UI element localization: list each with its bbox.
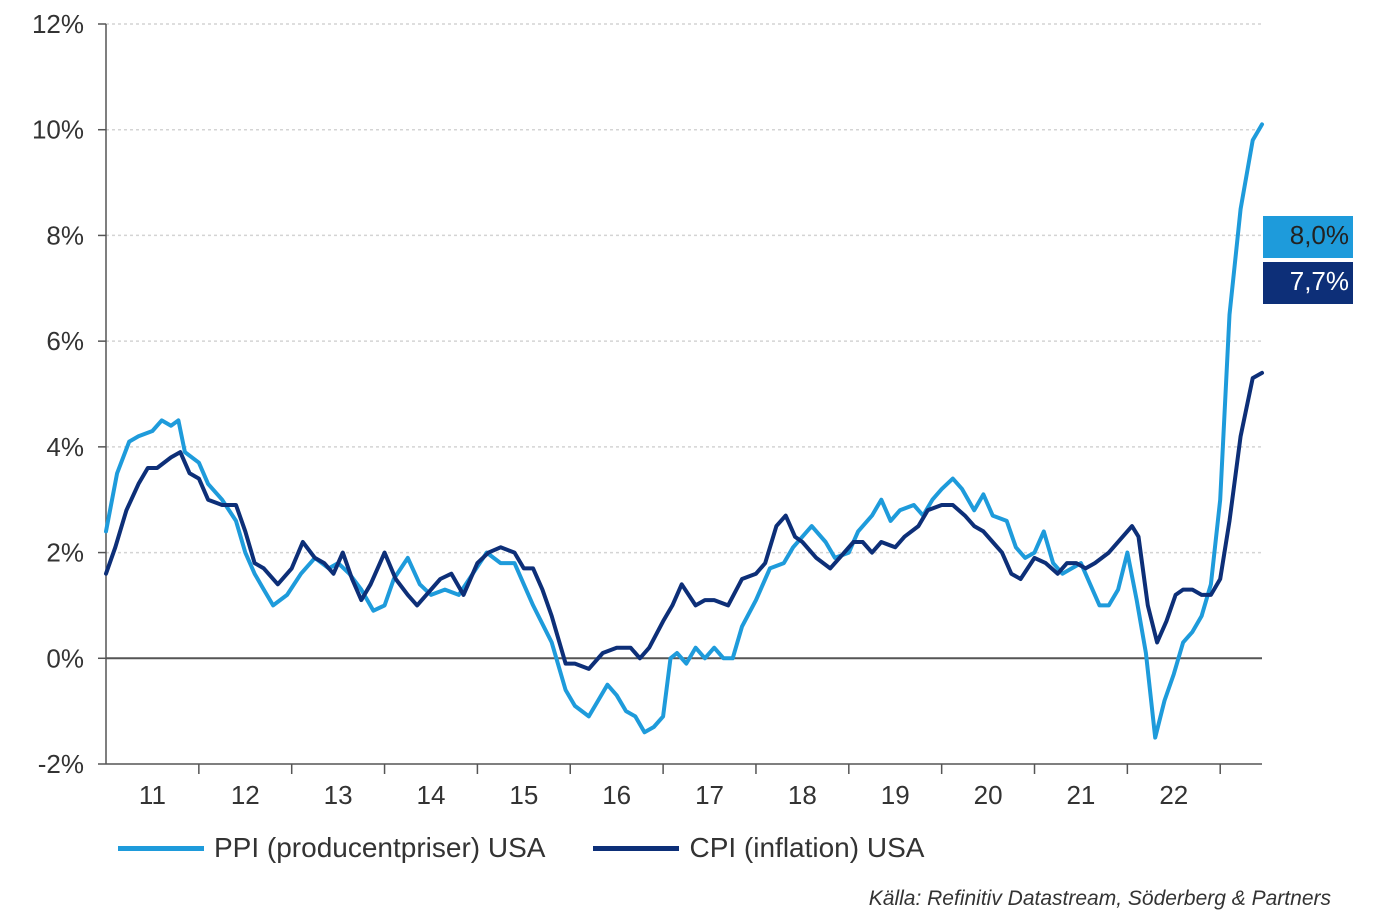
- legend-label-ppi: PPI (producentpriser) USA: [214, 832, 546, 863]
- series-lines: [104, 122, 1264, 740]
- y-tick-label: 10%: [32, 115, 84, 145]
- legend: PPI (producentpriser) USA CPI (inflation…: [118, 828, 972, 868]
- legend-item-ppi: PPI (producentpriser) USA: [118, 832, 545, 864]
- y-tick-label: 8%: [46, 220, 84, 250]
- x-tick-label: 11: [139, 780, 166, 810]
- legend-label-cpi: CPI (inflation) USA: [689, 832, 925, 863]
- y-tick-label: 2%: [46, 538, 84, 568]
- y-axis-ticks: 12% 10% 8% 6% 4% 2% 0% -2%: [32, 9, 84, 779]
- line-chart: 12% 10% 8% 6% 4% 2% 0% -2% 11 12 13 14 15 16 17 18 19 20…: [32, 9, 1353, 810]
- end-label-box-cpi: [1263, 262, 1353, 304]
- legend-swatch-cpi: [593, 845, 680, 851]
- gridlines: [106, 23, 1262, 554]
- axes: [98, 23, 1262, 774]
- y-tick-label: 6%: [46, 326, 84, 356]
- y-tick-label: -2%: [38, 749, 84, 779]
- end-labels: 8,0% 7,7%: [1263, 216, 1353, 304]
- legend-item-cpi: CPI (inflation) USA: [593, 832, 924, 864]
- x-tick-label: 12: [231, 780, 260, 810]
- x-tick-label: 14: [417, 780, 446, 810]
- series-line-cpi: [104, 370, 1264, 671]
- source-note: Källa: Refinitiv Datastream, Söderberg &…: [868, 887, 1331, 910]
- series-line-ppi: [104, 122, 1264, 740]
- x-tick-label: 22: [1159, 780, 1188, 810]
- end-label-box-ppi: [1263, 216, 1353, 258]
- y-tick-label: 12%: [32, 9, 84, 39]
- x-tick-label: 13: [324, 780, 353, 810]
- y-tick-label: 4%: [46, 432, 84, 462]
- end-label-ppi: 8,0%: [1290, 220, 1349, 250]
- x-axis-ticks: 11 12 13 14 15 16 17 18 19 20 21 22: [139, 780, 1188, 810]
- legend-swatch-ppi: [118, 845, 204, 851]
- x-tick-label: 19: [881, 780, 910, 810]
- x-tick-label: 20: [974, 780, 1003, 810]
- x-tick-label: 16: [602, 780, 631, 810]
- x-tick-label: 15: [509, 780, 538, 810]
- x-tick-label: 21: [1066, 780, 1095, 810]
- end-label-cpi: 7,7%: [1290, 266, 1349, 296]
- x-tick-label: 18: [788, 780, 817, 810]
- x-tick-label: 17: [695, 780, 724, 810]
- y-tick-label: 0%: [46, 643, 84, 673]
